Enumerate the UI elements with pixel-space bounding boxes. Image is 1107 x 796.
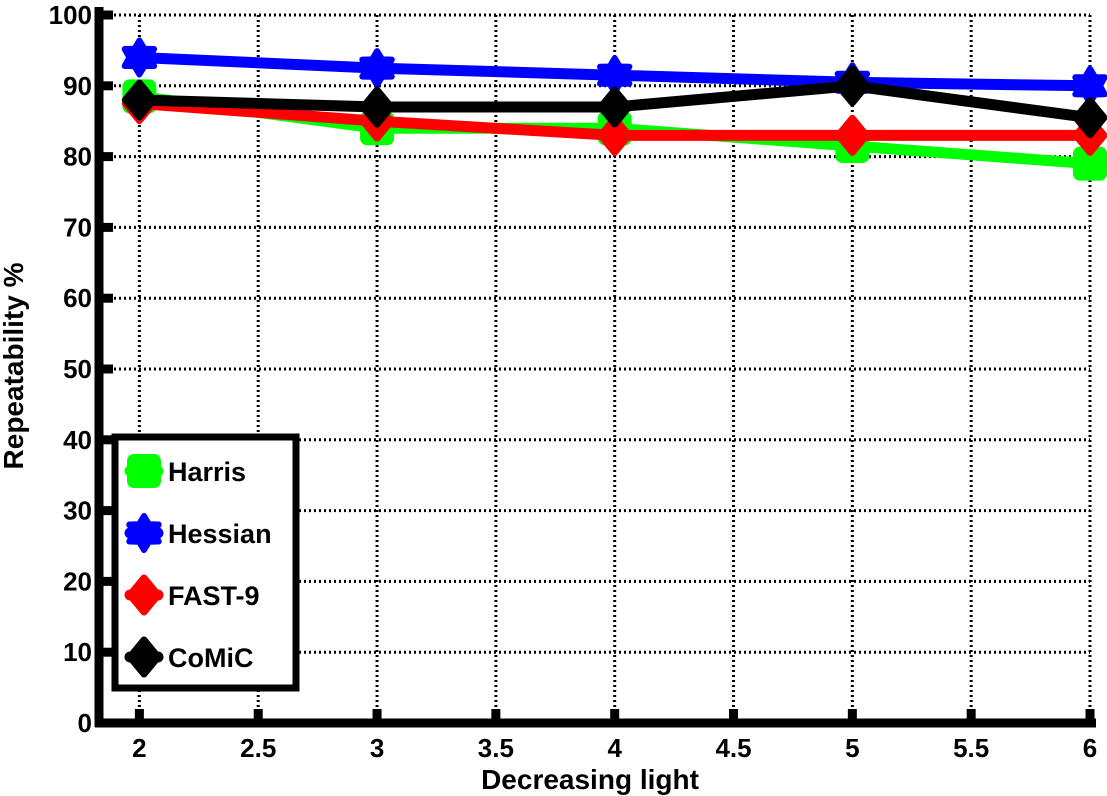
- y-tick-label: 60: [63, 283, 92, 313]
- x-axis-label: Decreasing light: [481, 764, 699, 795]
- x-tick-label: 4.5: [715, 733, 751, 763]
- data-point-fast-9: [834, 114, 870, 156]
- x-tick-label: 3.5: [478, 733, 514, 763]
- legend-label-hessian: Hessian: [168, 519, 272, 549]
- legend-entry-hessian: Hessian: [124, 513, 272, 553]
- data-point-hessian: [359, 48, 395, 89]
- y-tick-label: 70: [63, 212, 92, 242]
- data-point-fast-9: [597, 114, 633, 156]
- x-tick-label: 3: [370, 733, 384, 763]
- legend-marker-comic: [126, 636, 162, 678]
- y-tick-label: 80: [63, 142, 92, 172]
- y-axis-label: Repeatability %: [0, 262, 29, 469]
- y-tick-label: 90: [63, 71, 92, 101]
- legend-label-fast-9: FAST-9: [168, 581, 260, 611]
- y-tick-label: 0: [78, 708, 92, 738]
- legend-entry-comic: CoMiC: [124, 636, 253, 678]
- axes: [94, 7, 1096, 728]
- legend-marker-fast-9: [126, 574, 162, 616]
- legend-label-harris: Harris: [168, 457, 246, 487]
- data-point-comic: [597, 86, 633, 128]
- legend: Harris Hessian FAST-9 CoMiC: [111, 433, 300, 692]
- legend-entry-harris: Harris: [124, 454, 246, 488]
- y-tick-label: 10: [63, 637, 92, 667]
- legend-marker-harris: [127, 454, 161, 488]
- data-point-comic: [834, 65, 870, 107]
- y-tick-label: 50: [63, 354, 92, 384]
- legend-marker-hessian: [126, 513, 162, 553]
- series-comic: [121, 65, 1107, 139]
- y-tick-label: 100: [49, 0, 92, 30]
- x-tick-label: 4: [607, 733, 622, 763]
- data-point-hessian: [121, 37, 158, 78]
- data-point-comic: [1072, 97, 1107, 139]
- x-tick-label: 5: [845, 733, 859, 763]
- series-layer: [121, 37, 1107, 181]
- x-tick-label: 2: [132, 733, 146, 763]
- x-tick-label: 5.5: [953, 733, 989, 763]
- legend-label-comic: CoMiC: [168, 643, 253, 673]
- y-tick-label: 40: [63, 425, 92, 455]
- y-tick-label: 30: [63, 496, 92, 526]
- x-tick-label: 6: [1083, 733, 1097, 763]
- legend-entry-fast-9: FAST-9: [124, 574, 260, 616]
- y-tick-label: 20: [63, 566, 92, 596]
- data-point-comic: [121, 79, 157, 121]
- x-tick-label: 2.5: [240, 733, 276, 763]
- series-hessian: [121, 37, 1107, 106]
- data-point-comic: [359, 86, 395, 128]
